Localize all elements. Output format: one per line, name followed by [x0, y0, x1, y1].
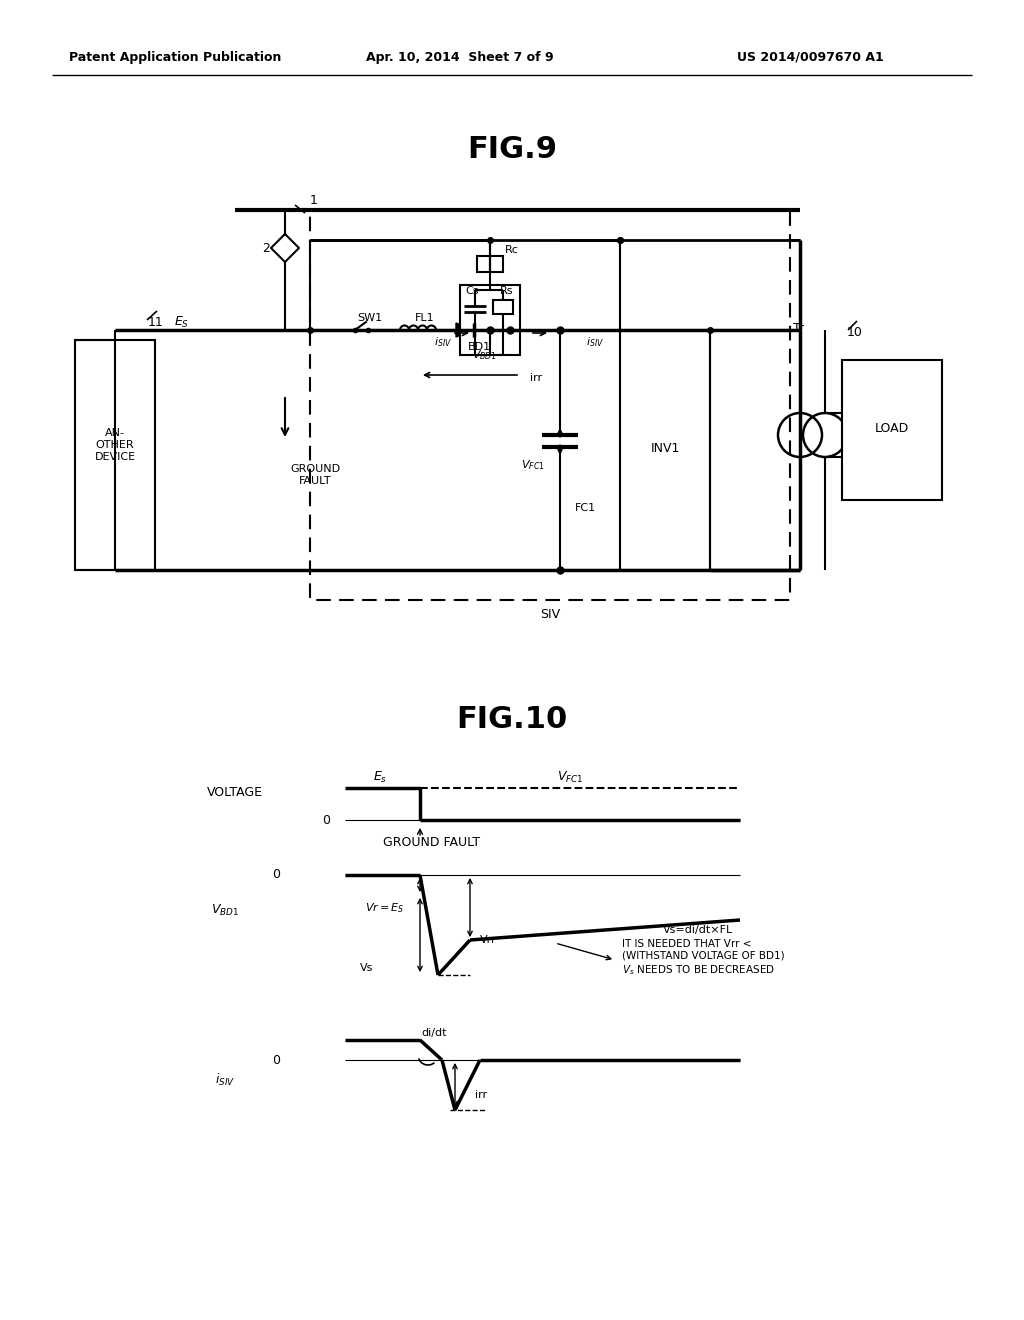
Text: 0: 0: [272, 1053, 280, 1067]
Text: irr: irr: [530, 374, 542, 383]
Text: Cs: Cs: [465, 286, 478, 296]
Text: FIG.9: FIG.9: [467, 136, 557, 165]
Text: $Vr=E_S$: $Vr=E_S$: [365, 902, 404, 915]
Text: 11: 11: [148, 315, 164, 329]
Text: $V_{BD1}$: $V_{BD1}$: [211, 903, 239, 917]
Text: GROUND
FAULT: GROUND FAULT: [290, 465, 340, 486]
Text: $V_{FC1}$: $V_{FC1}$: [521, 458, 545, 471]
Text: di/dt: di/dt: [421, 1028, 446, 1038]
Bar: [477, 256, 503, 272]
Text: Tr: Tr: [793, 322, 804, 334]
Text: $E_s$: $E_s$: [373, 770, 387, 784]
Text: IT IS NEEDED THAT Vrr <
(WITHSTAND VOLTAGE OF BD1)
$V_s$ NEEDS TO BE DECREASED: IT IS NEEDED THAT Vrr < (WITHSTAND VOLTA…: [622, 940, 784, 977]
Text: FC1: FC1: [575, 503, 596, 513]
Text: $i_{SIV}$: $i_{SIV}$: [434, 335, 452, 348]
Text: FIG.10: FIG.10: [457, 705, 567, 734]
Text: $i_{SIV}$: $i_{SIV}$: [586, 335, 604, 348]
Text: FL1: FL1: [415, 313, 435, 323]
Text: $E_S$: $E_S$: [174, 314, 189, 330]
Text: 0: 0: [322, 813, 330, 826]
Text: Vs=di/dt×FL: Vs=di/dt×FL: [663, 925, 733, 935]
Polygon shape: [456, 323, 474, 337]
Bar: [460, 285, 520, 355]
Text: US 2014/0097670 A1: US 2014/0097670 A1: [736, 50, 884, 63]
Bar: [75, 341, 155, 570]
Text: Vrr: Vrr: [480, 935, 497, 945]
Text: INV1: INV1: [650, 441, 680, 454]
Bar: [620, 330, 710, 570]
Text: Patent Application Publication: Patent Application Publication: [69, 50, 282, 63]
Text: $i_{SIV}$: $i_{SIV}$: [215, 1072, 236, 1088]
Text: Apr. 10, 2014  Sheet 7 of 9: Apr. 10, 2014 Sheet 7 of 9: [367, 50, 554, 63]
Text: LOAD: LOAD: [874, 421, 909, 434]
Text: BD1: BD1: [467, 342, 490, 352]
Text: $V_{FC1}$: $V_{FC1}$: [557, 770, 584, 784]
Text: GROUND FAULT: GROUND FAULT: [383, 836, 480, 849]
Text: $V_{BD1}$: $V_{BD1}$: [472, 348, 498, 362]
Text: 0: 0: [272, 869, 280, 882]
Text: Vs: Vs: [360, 964, 374, 973]
Text: AN-
OTHER
DEVICE: AN- OTHER DEVICE: [94, 429, 135, 462]
Text: Rs: Rs: [500, 286, 513, 296]
Text: irr: irr: [475, 1090, 487, 1100]
Text: SW1: SW1: [357, 313, 383, 323]
Bar: [842, 360, 942, 500]
Text: VOLTAGE: VOLTAGE: [207, 787, 263, 800]
Text: 1: 1: [310, 194, 317, 206]
Text: 10: 10: [847, 326, 863, 338]
Text: 2: 2: [262, 242, 270, 255]
Text: SIV: SIV: [540, 609, 560, 622]
Text: Rc: Rc: [505, 246, 519, 255]
Bar: [493, 300, 513, 314]
